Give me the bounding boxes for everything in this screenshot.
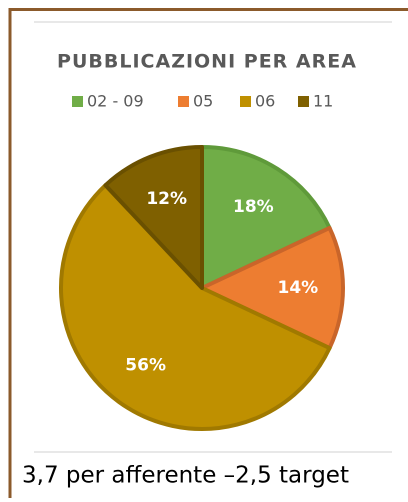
data-label: 14% — [278, 278, 319, 298]
legend-label: 05 — [193, 92, 213, 111]
pie-slice — [103, 145, 204, 290]
legend-label: 11 — [313, 92, 333, 111]
legend-label: 02 - 09 — [87, 92, 144, 111]
data-label: 12% — [146, 189, 187, 209]
data-label: 56% — [125, 356, 166, 376]
legend-label: 06 — [255, 92, 275, 111]
pie-slice — [200, 145, 332, 290]
data-label: 18% — [233, 197, 274, 217]
legend-swatch — [240, 96, 251, 107]
caption: 3,7 per afferente –2,5 target — [22, 463, 349, 489]
legend-swatch — [298, 96, 309, 107]
pie-slice — [200, 225, 345, 351]
legend-swatch — [178, 96, 189, 107]
legend-swatch — [72, 96, 83, 107]
pie-slice — [59, 183, 332, 431]
chart-title: PUBBLICAZIONI PER AREA — [57, 51, 357, 73]
